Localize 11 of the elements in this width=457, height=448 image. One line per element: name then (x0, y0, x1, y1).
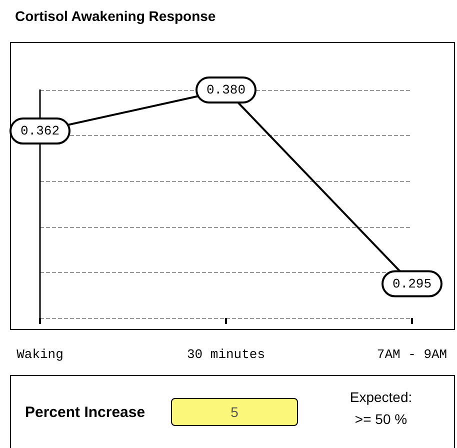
x-tick-label: 30 minutes (186, 347, 266, 362)
data-label: 0.295 (392, 276, 432, 292)
text: >= 50 % (354, 410, 408, 429)
text: Percent Increase (25, 404, 146, 421)
chart-title: Cortisol Awakening Response (15, 8, 216, 24)
value-field: 5 (171, 398, 298, 426)
text: Expected: (348, 388, 414, 407)
x-tick-label: Waking (16, 347, 64, 362)
data-label: 0.380 (206, 82, 246, 98)
x-tick-label: 7AM - 9AM (376, 347, 448, 362)
data-label: 0.362 (20, 124, 60, 139)
